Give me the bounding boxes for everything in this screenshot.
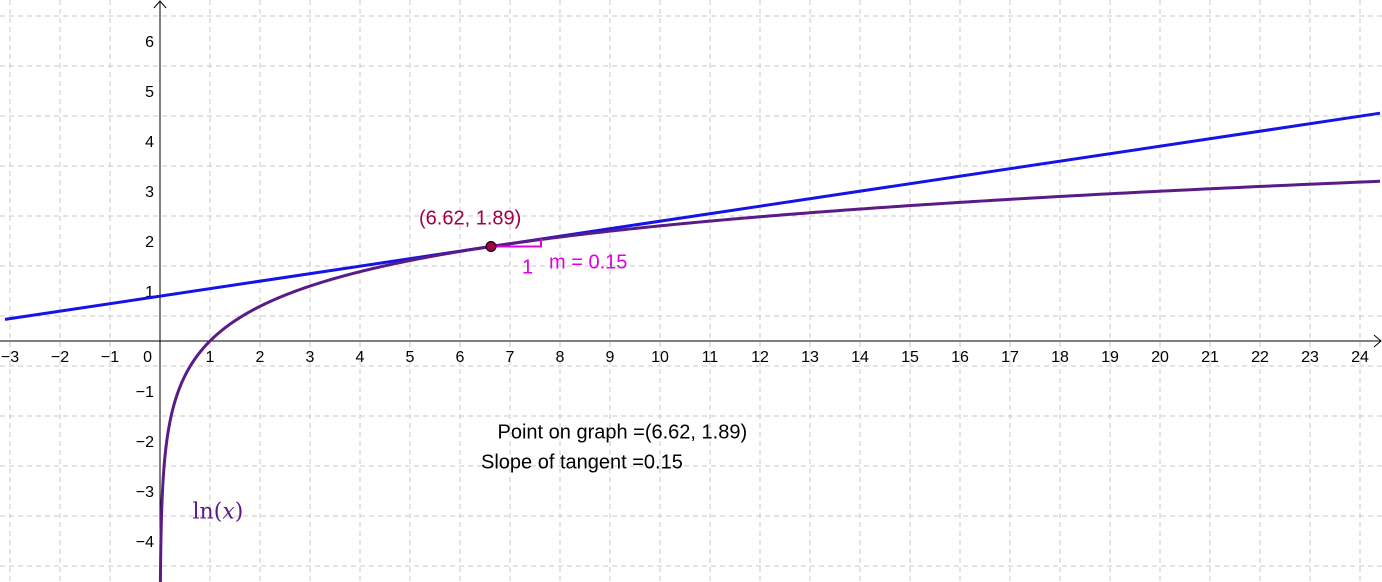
x-tick-label: 4: [356, 349, 365, 366]
x-axis-arrow-icon: [1373, 334, 1382, 348]
x-tick-label: 15: [901, 349, 919, 366]
x-tick-label: 8: [556, 349, 565, 366]
x-tick-label: 13: [801, 349, 819, 366]
x-tick-label: 20: [1151, 349, 1169, 366]
function-label-arg: x: [222, 500, 235, 525]
x-tick-label: 18: [1051, 349, 1069, 366]
x-tick-label: −3: [1, 349, 19, 366]
y-tick-label: 1: [145, 284, 154, 301]
point-on-graph-text: Point on graph =(6.62, 1.89): [498, 422, 748, 444]
function-label-name: ln: [193, 500, 214, 525]
y-tick-label: −2: [136, 434, 154, 451]
x-tick-label: 0: [143, 349, 152, 366]
y-tick-label: −4: [136, 534, 154, 551]
slope-label: m = 0.15: [549, 252, 627, 274]
x-tick-label: 11: [702, 349, 719, 366]
x-tick-label: 19: [1101, 349, 1119, 366]
x-tick-label: 21: [1201, 349, 1219, 366]
y-tick-label: 2: [145, 234, 154, 251]
y-tick-label: 4: [145, 134, 154, 151]
x-tick-label: 12: [751, 349, 769, 366]
x-tick-label: 23: [1301, 349, 1319, 366]
x-tick-label: 6: [456, 349, 465, 366]
x-tick-label: −2: [51, 349, 69, 366]
point-label: (6.62, 1.89): [419, 208, 521, 230]
function-label-open-paren: (: [214, 500, 223, 525]
x-tick-label: 3: [306, 349, 315, 366]
tangent-line: [4, 111, 1381, 321]
x-tick-labels: −3 −2 −1 0 1 2 3 4 5 6 7 8 9 10 11 12 13 14 15 16 17 18 19 20 21…: [1, 349, 1369, 366]
tangent-point[interactable]: [485, 241, 497, 252]
slope-triangle: [491, 239, 542, 248]
function-label: ln(x): [193, 500, 244, 525]
x-tick-label: 1: [206, 349, 215, 366]
y-tick-label: 5: [145, 84, 154, 101]
y-tick-label: −3: [136, 484, 154, 501]
x-tick-label: 9: [606, 349, 615, 366]
x-tick-label: 7: [506, 349, 515, 366]
x-tick-label: 24: [1351, 349, 1369, 366]
y-tick-label: −1: [136, 384, 154, 401]
x-tick-label: 22: [1251, 349, 1269, 366]
y-axis-arrow-icon: [153, 0, 167, 9]
function-label-close-paren: ): [235, 500, 244, 525]
x-tick-label: 10: [651, 349, 669, 366]
x-tick-label: −1: [101, 349, 119, 366]
x-tick-label: 2: [256, 349, 265, 366]
slope-run-label: 1: [522, 257, 533, 279]
x-tick-label: 5: [406, 349, 415, 366]
y-tick-labels: −4 −3 −2 −1 1 2 3 4 5 6: [136, 34, 154, 551]
ln-curve: [158, 179, 1381, 582]
x-tick-label: 16: [951, 349, 969, 366]
x-tick-label: 17: [1001, 349, 1019, 366]
slope-of-tangent-text: Slope of tangent =0.15: [481, 452, 683, 474]
y-tick-label: 6: [145, 34, 154, 51]
x-tick-label: 14: [851, 349, 869, 366]
y-tick-label: 3: [145, 184, 154, 201]
